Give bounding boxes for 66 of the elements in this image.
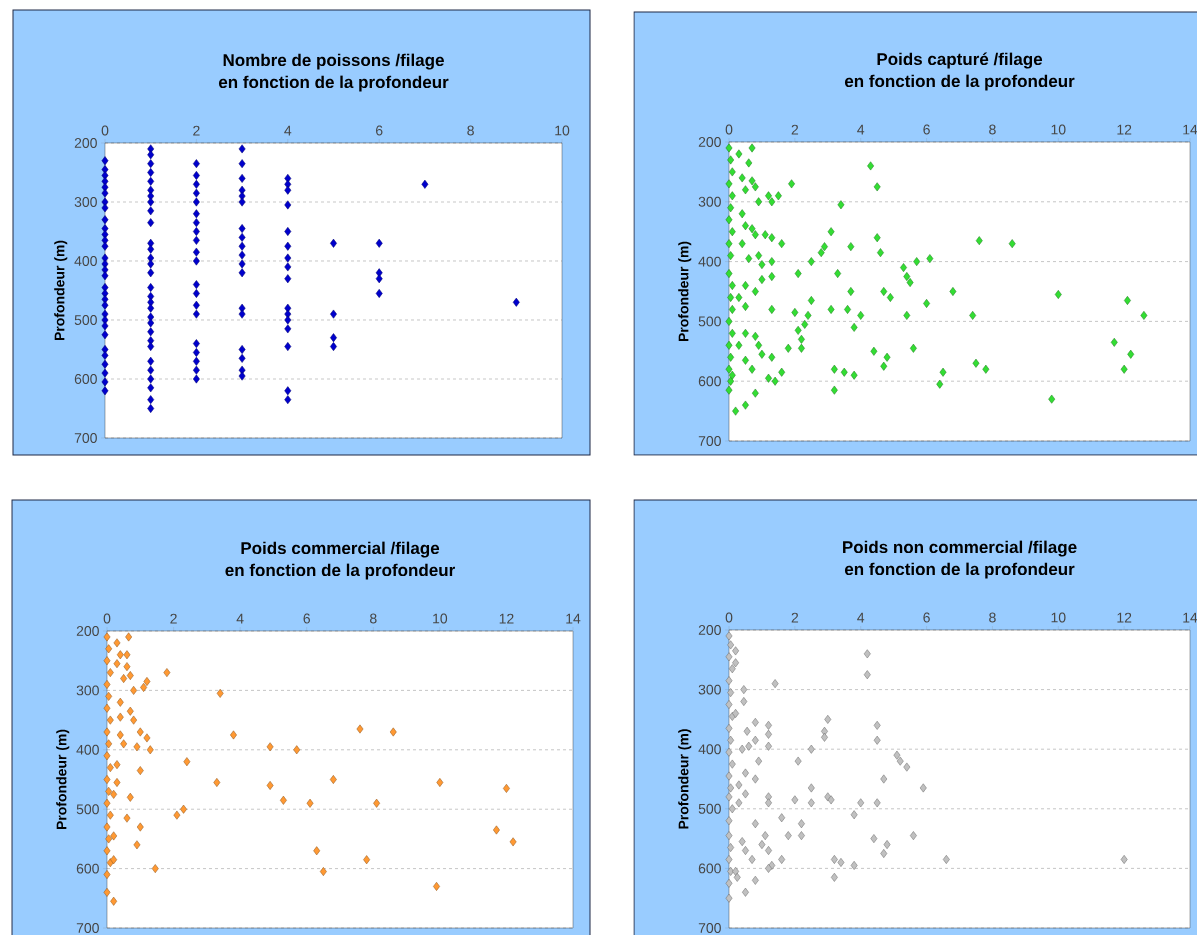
y-tick-label: 700 (698, 923, 721, 933)
chart-title: Nombre de poissons /filage (223, 53, 444, 70)
chart-subtitle: en fonction de la profondeur (844, 74, 1075, 91)
y-tick-label: 200 (698, 137, 721, 147)
x-tick-label: 6 (923, 124, 930, 135)
x-tick-label: 10 (1051, 124, 1066, 135)
y-tick-label: 600 (698, 863, 721, 874)
x-tick-label: 12 (1117, 612, 1132, 623)
y-tick-label: 300 (76, 685, 99, 696)
x-tick-label: 6 (923, 612, 930, 623)
x-tick-label: 4 (284, 125, 292, 136)
x-tick-label: 4 (857, 612, 865, 623)
y-tick-label: 200 (76, 626, 99, 636)
y-tick-label: 300 (74, 197, 97, 207)
y-tick-label: 200 (74, 138, 97, 148)
x-tick-label: 0 (101, 125, 109, 136)
x-tick-label: 14 (1183, 612, 1197, 623)
x-tick-label: 8 (467, 125, 474, 136)
y-tick-label: 400 (76, 744, 99, 755)
x-tick-label: 10 (433, 613, 448, 624)
x-tick-label: 4 (857, 124, 865, 135)
y-tick-label: 400 (74, 256, 97, 266)
x-tick-label: 12 (499, 613, 514, 624)
x-tick-label: 10 (1051, 612, 1066, 623)
chart-subtitle: en fonction de la profondeur (218, 75, 449, 92)
y-axis-title: Profondeur (m) (678, 729, 692, 829)
x-tick-label: 0 (725, 612, 733, 623)
y-tick-label: 600 (698, 376, 721, 387)
y-tick-label: 700 (698, 436, 721, 446)
x-tick-label: 2 (170, 613, 177, 624)
x-tick-label: 14 (1183, 124, 1197, 135)
y-tick-label: 300 (698, 684, 721, 695)
chart-title: Poids non commercial /filage (843, 540, 1077, 557)
x-tick-label: 8 (989, 612, 996, 623)
y-tick-label: 500 (698, 803, 721, 814)
y-tick-label: 200 (698, 625, 721, 635)
y-tick-label: 700 (74, 433, 97, 443)
x-tick-label: 8 (370, 613, 377, 624)
x-tick-label: 2 (791, 124, 799, 135)
chart-subtitle: en fonction de la profondeur (844, 562, 1075, 579)
y-tick-label: 400 (698, 256, 721, 267)
x-tick-label: 0 (725, 124, 733, 135)
y-tick-label: 600 (74, 374, 97, 384)
y-axis-title: Profondeur (m) (54, 240, 68, 341)
y-tick-label: 500 (76, 804, 99, 815)
x-tick-label: 6 (303, 613, 310, 624)
y-tick-label: 500 (698, 316, 721, 327)
y-tick-label: 700 (76, 923, 99, 933)
y-tick-label: 300 (698, 196, 721, 207)
x-tick-label: 6 (376, 125, 383, 136)
x-tick-label: 10 (555, 125, 570, 136)
y-tick-label: 500 (74, 315, 97, 325)
x-tick-label: 2 (193, 125, 200, 136)
y-tick-label: 400 (698, 744, 721, 755)
y-tick-label: 600 (76, 863, 99, 874)
y-axis-title: Profondeur (m) (678, 241, 692, 342)
x-tick-label: 12 (1117, 124, 1132, 135)
chart-title: Poids commercial /filage (241, 541, 440, 558)
x-tick-label: 8 (989, 124, 996, 135)
x-tick-label: 14 (566, 613, 581, 624)
chart-title: Poids capturé /filage (877, 52, 1043, 69)
chart-subtitle: en fonction de la profondeur (225, 563, 455, 580)
y-axis-title: Profondeur (m) (56, 729, 70, 830)
x-tick-label: 4 (236, 613, 244, 624)
x-tick-label: 0 (103, 613, 111, 624)
x-tick-label: 2 (791, 612, 799, 623)
